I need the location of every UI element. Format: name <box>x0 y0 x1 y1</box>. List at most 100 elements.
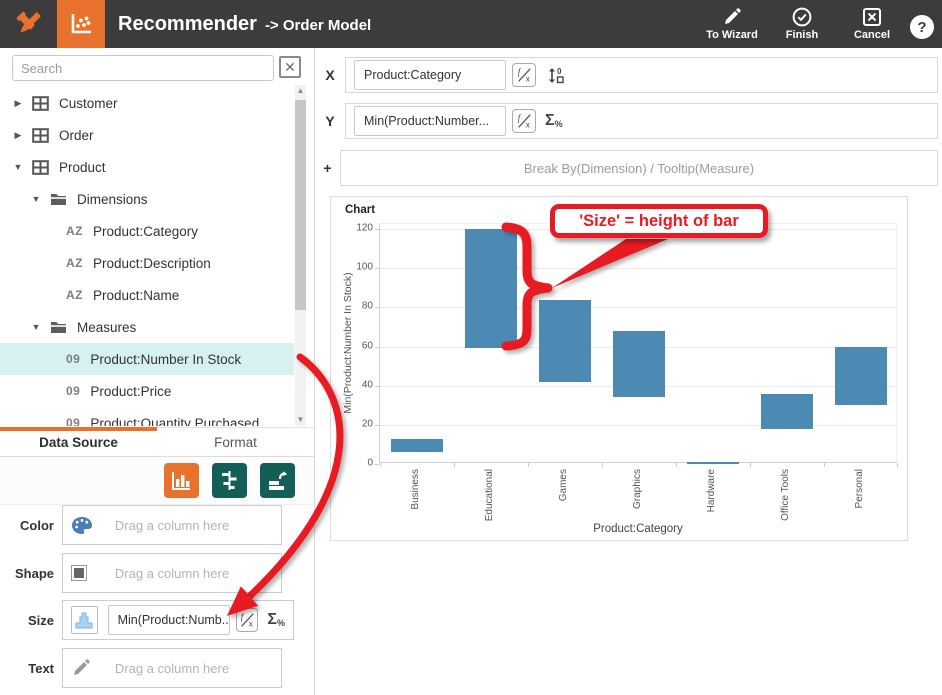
folder-icon <box>50 320 67 334</box>
header-button-cancel[interactable]: Cancel <box>846 7 898 41</box>
x-tick-mark <box>380 463 381 467</box>
aggregation-icon[interactable]: Σ% <box>545 112 563 130</box>
tree-item-order[interactable]: ▶Order <box>0 119 294 151</box>
caret-down-icon[interactable]: ▼ <box>30 322 42 332</box>
table-icon <box>32 128 49 143</box>
field-dropzone-shape[interactable]: Drag a column here <box>62 553 282 593</box>
x-tick-mark <box>528 463 529 467</box>
app-header: Recommender -> Order Model To WizardFini… <box>0 0 942 48</box>
gridline <box>380 268 896 269</box>
scatter-tile[interactable] <box>57 0 105 48</box>
folder-icon <box>50 192 67 206</box>
text-type-icon: AZ <box>66 256 83 270</box>
fx-button[interactable]: f x <box>512 109 536 133</box>
scroll-up-icon[interactable]: ▲ <box>295 85 306 97</box>
tree-item-label: Product:Quantity Purchased <box>90 416 259 427</box>
fx-icon: f x <box>515 66 533 84</box>
shape-square-icon <box>71 565 87 581</box>
x-field-input[interactable]: Product:Category <box>354 60 506 90</box>
add-series-label: + <box>315 160 340 176</box>
svg-text:x: x <box>249 619 253 628</box>
tab-data-source[interactable]: Data Source <box>0 428 157 456</box>
scrollbar-thumb[interactable] <box>295 100 306 310</box>
y-tick-mark <box>375 229 379 230</box>
fx-button[interactable]: f x <box>512 63 536 87</box>
rotate-chart-button[interactable] <box>260 463 295 498</box>
rotate-chart-icon <box>267 470 288 491</box>
tree-item-dimensions[interactable]: ▼Dimensions <box>0 183 294 215</box>
caret-down-icon[interactable]: ▼ <box>30 194 42 204</box>
tree-item-product-quantity-purchased[interactable]: 09 Product:Quantity Purchased <box>0 407 294 426</box>
field-dropzone-size[interactable]: Min(Product:Numb... fx Σ% <box>62 600 294 640</box>
x-axis-row: X Product:Category f x 0 <box>315 57 942 93</box>
folder-icon <box>50 320 67 334</box>
check-circle-icon <box>792 7 812 27</box>
sort-order-icon[interactable]: 0 <box>547 66 564 85</box>
tree-item-customer[interactable]: ▶Customer <box>0 87 294 119</box>
chart-bar-business[interactable] <box>391 439 443 453</box>
help-button[interactable]: ? <box>910 15 934 39</box>
svg-text:f: f <box>241 612 245 622</box>
tree-item-label: Product:Number In Stock <box>90 352 241 367</box>
x-tick-mark <box>602 463 603 467</box>
y-axis-dropzone[interactable]: Min(Product:Number... f x Σ% <box>345 103 938 139</box>
field-dropzone-color[interactable]: Drag a column here <box>62 505 282 545</box>
caret-right-icon[interactable]: ▶ <box>12 130 24 141</box>
tree-item-product-name[interactable]: AZProduct:Name <box>0 279 294 311</box>
bar-chart-button[interactable] <box>164 463 199 498</box>
table-icon <box>32 96 49 111</box>
scroll-down-icon[interactable]: ▼ <box>295 414 306 426</box>
histogram-icon <box>73 609 95 631</box>
chart-bar-graphics[interactable] <box>613 331 665 398</box>
tab-format[interactable]: Format <box>157 428 314 456</box>
header-button-to-wizard[interactable]: To Wizard <box>706 7 758 41</box>
tab-label: Data Source <box>39 435 118 450</box>
numeric-type-icon: 09 <box>66 384 80 398</box>
pencil-gray-icon <box>71 658 101 678</box>
numeric-type-icon: 09 <box>66 416 80 426</box>
chart-bar-games[interactable] <box>539 300 591 382</box>
chart-bar-personal[interactable] <box>835 347 887 406</box>
gridline <box>380 425 896 426</box>
app-logo <box>0 8 57 40</box>
tree-item-product-description[interactable]: AZ Product:Description <box>0 247 294 279</box>
close-panel-button[interactable]: ✕ <box>279 56 301 78</box>
chart-bar-hardware[interactable] <box>687 462 739 464</box>
chart-card: Chart 020406080100120 Min(Product:Number… <box>330 196 908 541</box>
field-row-color: ColorDrag a column here <box>0 505 314 545</box>
y-field-input[interactable]: Min(Product:Number... <box>354 106 506 136</box>
tree-item-product-price[interactable]: 09Product:Price <box>0 375 294 407</box>
y-tick-mark <box>375 464 379 465</box>
y-tick-mark <box>375 425 379 426</box>
caret-down-icon[interactable]: ▼ <box>12 162 24 172</box>
palette-icon <box>71 516 101 535</box>
tree-item-product[interactable]: ▼Product <box>0 151 294 183</box>
y-tick-mark <box>375 347 379 348</box>
tree-item-product-category[interactable]: AZProduct:Category <box>0 215 294 247</box>
fx-icon: fx <box>238 611 256 629</box>
tree-scrollbar[interactable]: ▲ ▼ <box>295 85 306 426</box>
search-input[interactable] <box>12 55 274 81</box>
y-axis-row: Y Min(Product:Number... f x Σ% <box>315 103 942 139</box>
tree-item-product-number-in-stock[interactable]: 09Product:Number In Stock <box>0 343 294 375</box>
bar-chart-icon <box>171 470 192 491</box>
svg-text:f: f <box>518 113 522 123</box>
size-field-input[interactable]: Min(Product:Numb... <box>108 605 230 635</box>
field-tree: ▶Customer▶Order▼Product▼DimensionsAZProd… <box>0 85 294 426</box>
svg-text:f: f <box>518 67 522 77</box>
chart-bar-educational[interactable] <box>465 229 517 348</box>
x-axis-label: X <box>315 67 345 83</box>
x-tick-mark <box>750 463 751 467</box>
field-dropzone-text[interactable]: Drag a column here <box>62 648 282 688</box>
header-button-finish[interactable]: Finish <box>776 7 828 41</box>
breakby-dropzone[interactable]: Break By(Dimension) / Tooltip(Measure) <box>340 150 938 186</box>
fx-button[interactable]: fx <box>236 608 259 632</box>
aggregation-icon[interactable]: Σ% <box>267 611 285 629</box>
chart-bar-office-tools[interactable] <box>761 394 813 429</box>
pencil-icon <box>722 7 742 27</box>
tree-item-label: Product:Description <box>93 256 211 271</box>
tornado-chart-button[interactable] <box>212 463 247 498</box>
x-axis-dropzone[interactable]: Product:Category f x 0 <box>345 57 938 93</box>
caret-right-icon[interactable]: ▶ <box>12 98 24 109</box>
tree-item-measures[interactable]: ▼Measures <box>0 311 294 343</box>
